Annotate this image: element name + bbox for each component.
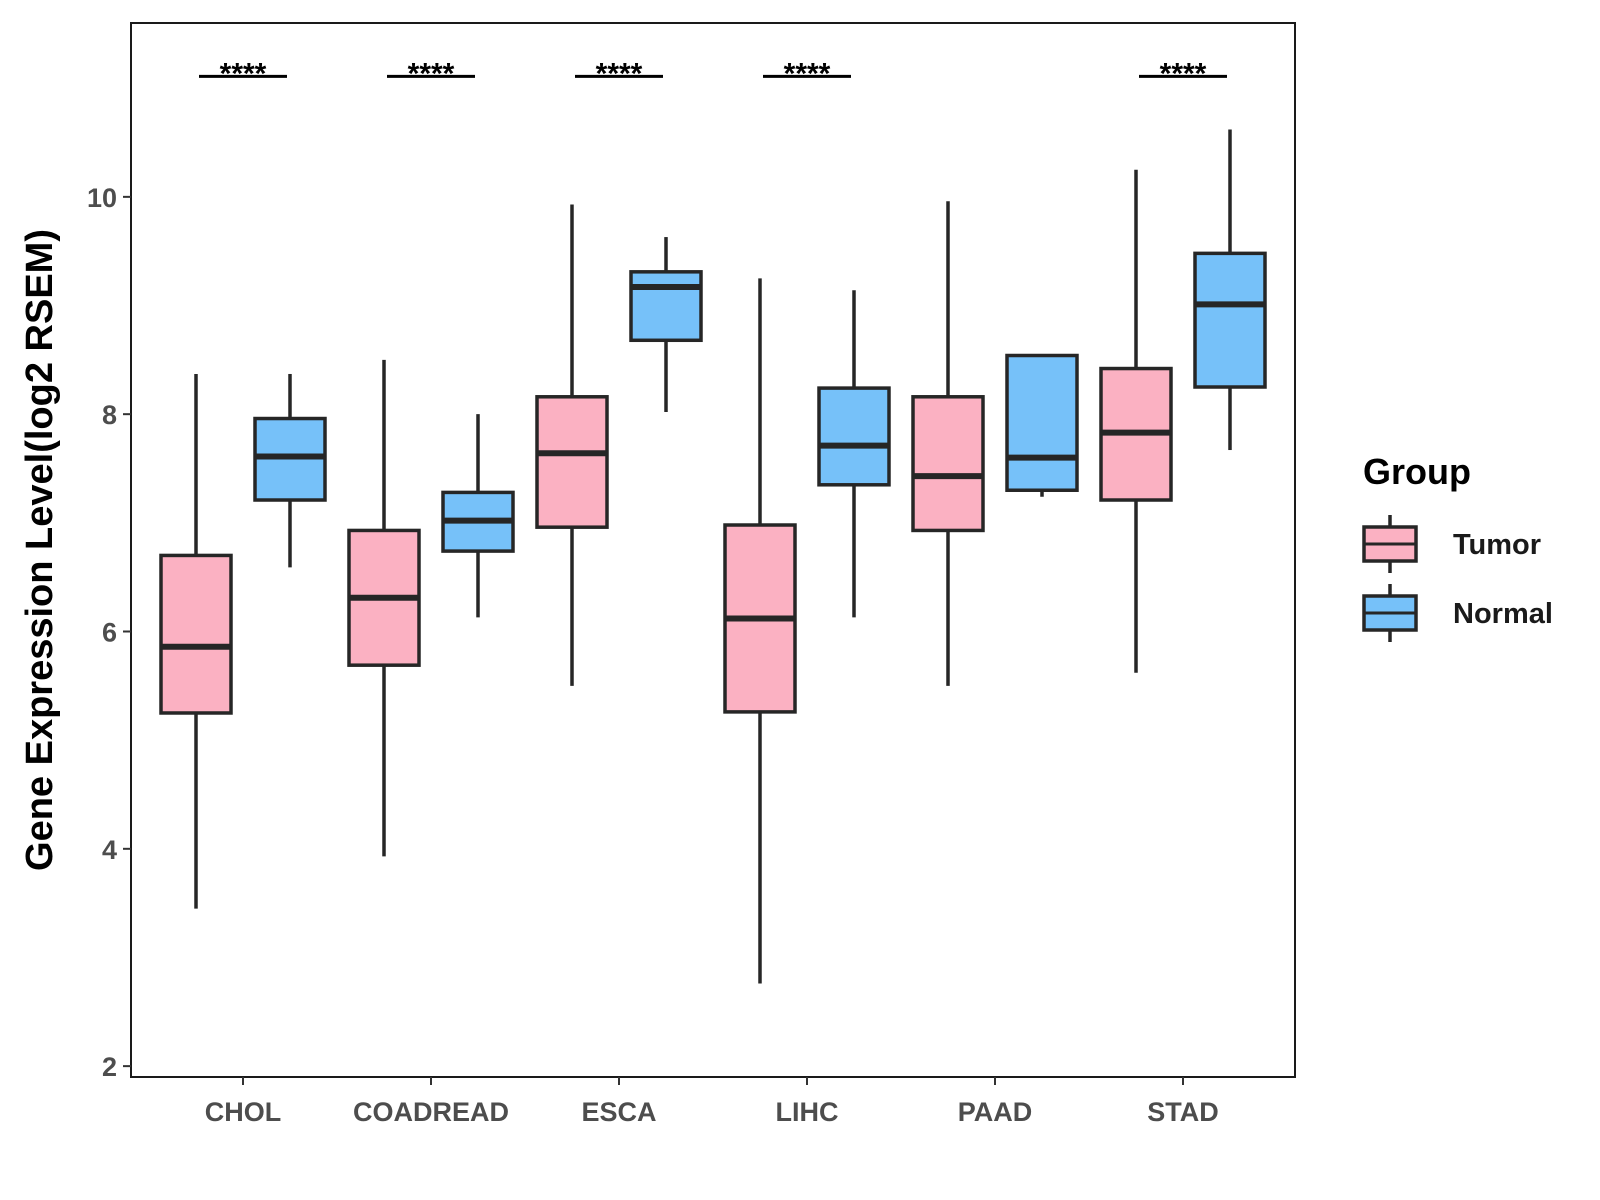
box-normal-esca bbox=[629, 237, 703, 413]
significance-stad: **** bbox=[1139, 57, 1227, 90]
y-tick-label: 2 bbox=[102, 1052, 117, 1082]
box-tumor-paad bbox=[911, 201, 985, 686]
y-tick-label: 8 bbox=[102, 400, 117, 430]
y-axis-title: Gene Expression Level(log2 RSEM) bbox=[19, 229, 61, 871]
significance-label: **** bbox=[408, 57, 455, 90]
plot-marks: **** **** **** **** **** bbox=[159, 57, 1267, 984]
box-tumor-lihc bbox=[723, 278, 797, 984]
y-tick-label: 10 bbox=[87, 183, 117, 213]
x-tick-label: LIHC bbox=[776, 1097, 839, 1127]
legend-items: Tumor Normal bbox=[1362, 515, 1553, 642]
significance-label: **** bbox=[784, 57, 831, 90]
iqr-box-normal-esca bbox=[629, 270, 703, 343]
x-tick-label: STAD bbox=[1147, 1097, 1219, 1127]
significance-coadread: **** bbox=[387, 57, 475, 90]
iqr-box-tumor-chol bbox=[159, 553, 233, 715]
x-tick-label: COADREAD bbox=[353, 1097, 509, 1127]
box-normal-stad bbox=[1193, 129, 1267, 451]
box-tumor-coadread bbox=[347, 359, 421, 857]
iqr-box-tumor-esca bbox=[535, 395, 609, 529]
legend: Group Tumor Normal bbox=[1362, 451, 1553, 642]
significance-label: **** bbox=[220, 57, 267, 90]
y-axis: 2 4 6 8 10 bbox=[87, 183, 131, 1082]
y-tick-label: 4 bbox=[102, 835, 117, 865]
x-tick-label: CHOL bbox=[205, 1097, 282, 1127]
significance-label: **** bbox=[1160, 57, 1207, 90]
box-normal-chol bbox=[253, 373, 327, 568]
significance-chol: **** bbox=[199, 57, 287, 90]
legend-label: Tumor bbox=[1453, 529, 1541, 561]
box-tumor-chol bbox=[159, 373, 233, 909]
significance-label: **** bbox=[596, 57, 643, 90]
legend-label: Normal bbox=[1453, 598, 1553, 630]
x-tick-label: ESCA bbox=[581, 1097, 656, 1127]
box-tumor-stad bbox=[1099, 169, 1173, 673]
iqr-box-normal-stad bbox=[1193, 251, 1267, 389]
plot-panel-border bbox=[130, 22, 1296, 1078]
box-normal-coadread bbox=[441, 414, 515, 618]
iqr-box-tumor-paad bbox=[911, 395, 985, 533]
legend-title: Group bbox=[1363, 451, 1471, 492]
box-normal-paad bbox=[1005, 353, 1079, 497]
box-tumor-esca bbox=[535, 204, 609, 686]
legend-item-normal: Normal bbox=[1362, 584, 1553, 642]
x-axis: CHOL COADREAD ESCA LIHC PAAD STAD bbox=[205, 1077, 1219, 1127]
x-tick-label: PAAD bbox=[958, 1097, 1033, 1127]
significance-esca: **** bbox=[575, 57, 663, 90]
iqr-box-normal-lihc bbox=[817, 386, 891, 487]
significance-lihc: **** bbox=[763, 57, 851, 90]
y-tick-label: 6 bbox=[102, 617, 117, 647]
iqr-box-normal-paad bbox=[1005, 353, 1079, 492]
legend-item-tumor: Tumor bbox=[1362, 515, 1541, 573]
box-normal-lihc bbox=[817, 290, 891, 618]
